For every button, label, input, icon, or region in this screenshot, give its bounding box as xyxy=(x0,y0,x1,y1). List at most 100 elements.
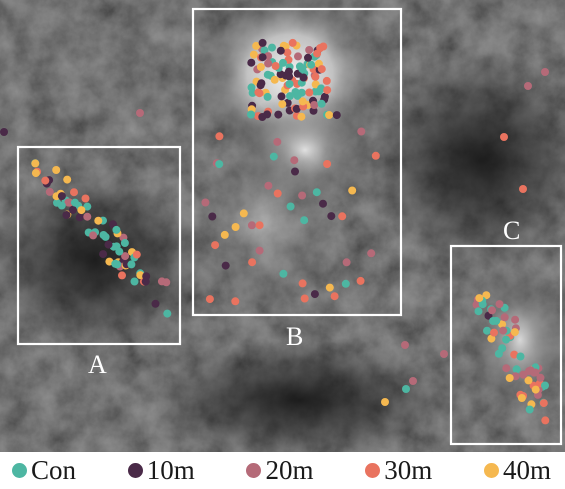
observation-point xyxy=(258,53,267,62)
observation-point xyxy=(63,175,72,184)
observation-point xyxy=(300,294,309,303)
observation-point xyxy=(298,97,307,106)
observation-point xyxy=(313,49,322,58)
observation-point xyxy=(490,328,498,337)
observation-point xyxy=(252,41,261,50)
observation-point xyxy=(290,156,299,165)
observation-point xyxy=(57,192,66,201)
legend-label-30m: 30m xyxy=(384,455,433,485)
observation-point xyxy=(215,132,224,141)
legend-label-40m: 40m xyxy=(502,455,551,485)
observation-point xyxy=(94,216,103,225)
observation-point xyxy=(494,349,503,358)
observation-point xyxy=(120,239,129,247)
observation-point xyxy=(136,109,144,117)
observation-point xyxy=(487,334,496,343)
observation-point xyxy=(474,307,483,316)
observation-point xyxy=(258,38,267,47)
observation-point xyxy=(478,300,487,309)
observation-point xyxy=(330,292,339,301)
observation-point xyxy=(472,300,481,309)
observation-point xyxy=(57,201,66,210)
observation-point xyxy=(510,350,519,359)
observation-point xyxy=(319,199,327,208)
legend: Con 10m 20m 30m 40m xyxy=(0,452,565,489)
terrain-map: A B C xyxy=(0,0,565,452)
observation-point xyxy=(440,350,448,358)
observation-point xyxy=(495,300,504,309)
observation-point xyxy=(298,279,307,288)
observation-point xyxy=(276,46,285,55)
legend-label-10m: 10m xyxy=(146,455,195,485)
observation-points xyxy=(0,38,550,425)
legend-item-20m: 20m xyxy=(246,457,313,484)
observation-point xyxy=(402,385,410,393)
observation-point xyxy=(325,111,334,119)
observation-point xyxy=(288,38,297,47)
observation-point xyxy=(305,46,314,54)
observation-point xyxy=(531,385,540,394)
observation-point xyxy=(255,89,264,98)
observation-point xyxy=(299,73,308,82)
legend-item-40m: 40m xyxy=(483,455,551,485)
observation-point xyxy=(286,202,295,211)
observation-point xyxy=(248,258,257,267)
legend-label-20m: 20m xyxy=(265,455,314,485)
legend-swatch-20m xyxy=(246,463,262,478)
observation-point xyxy=(312,188,321,197)
observation-point xyxy=(81,194,90,203)
observation-point xyxy=(498,320,507,329)
observation-point xyxy=(115,247,124,256)
observation-point xyxy=(310,101,319,109)
observation-point xyxy=(323,160,332,168)
observation-point xyxy=(62,211,71,219)
observation-point xyxy=(279,58,287,67)
observation-point xyxy=(41,176,50,185)
observation-point xyxy=(263,92,272,101)
observation-point xyxy=(323,86,332,95)
observation-point xyxy=(121,252,130,261)
observation-point xyxy=(300,216,309,225)
observation-point xyxy=(273,189,282,198)
legend-item-30m: 30m xyxy=(365,457,432,484)
observation-point xyxy=(502,335,511,344)
observation-point xyxy=(322,76,331,85)
observation-point xyxy=(255,246,264,255)
legend-label-con: Con xyxy=(31,455,77,485)
peak-highlight xyxy=(190,140,340,310)
observation-point xyxy=(163,309,172,318)
observation-point xyxy=(249,50,258,59)
observation-point xyxy=(31,169,40,178)
observation-point xyxy=(127,260,136,269)
observation-point xyxy=(201,198,210,207)
observation-point xyxy=(294,52,302,61)
observation-point xyxy=(274,110,283,119)
observation-point xyxy=(475,294,484,303)
observation-point xyxy=(136,271,145,280)
observation-point xyxy=(130,277,139,286)
observation-point xyxy=(247,221,256,230)
observation-point xyxy=(101,232,110,241)
observation-point xyxy=(505,374,514,382)
observation-point xyxy=(215,160,224,169)
observation-point xyxy=(536,373,545,382)
observation-point xyxy=(256,81,265,90)
observation-point xyxy=(524,376,533,385)
valley-shade xyxy=(150,340,450,452)
observation-point xyxy=(309,106,318,115)
observation-point xyxy=(511,315,520,324)
observation-point xyxy=(89,231,98,240)
observation-point xyxy=(357,127,366,136)
observation-point xyxy=(517,394,526,402)
observation-point xyxy=(489,317,498,325)
observation-point xyxy=(297,112,306,121)
observation-point xyxy=(500,313,509,322)
observation-point xyxy=(70,188,78,197)
observation-point xyxy=(499,326,508,335)
observation-point xyxy=(502,364,511,373)
observation-point xyxy=(307,60,316,69)
region-label-c: C xyxy=(503,216,520,245)
observation-point xyxy=(52,166,61,174)
legend-swatch-40m xyxy=(483,463,499,478)
observation-point xyxy=(510,328,519,337)
